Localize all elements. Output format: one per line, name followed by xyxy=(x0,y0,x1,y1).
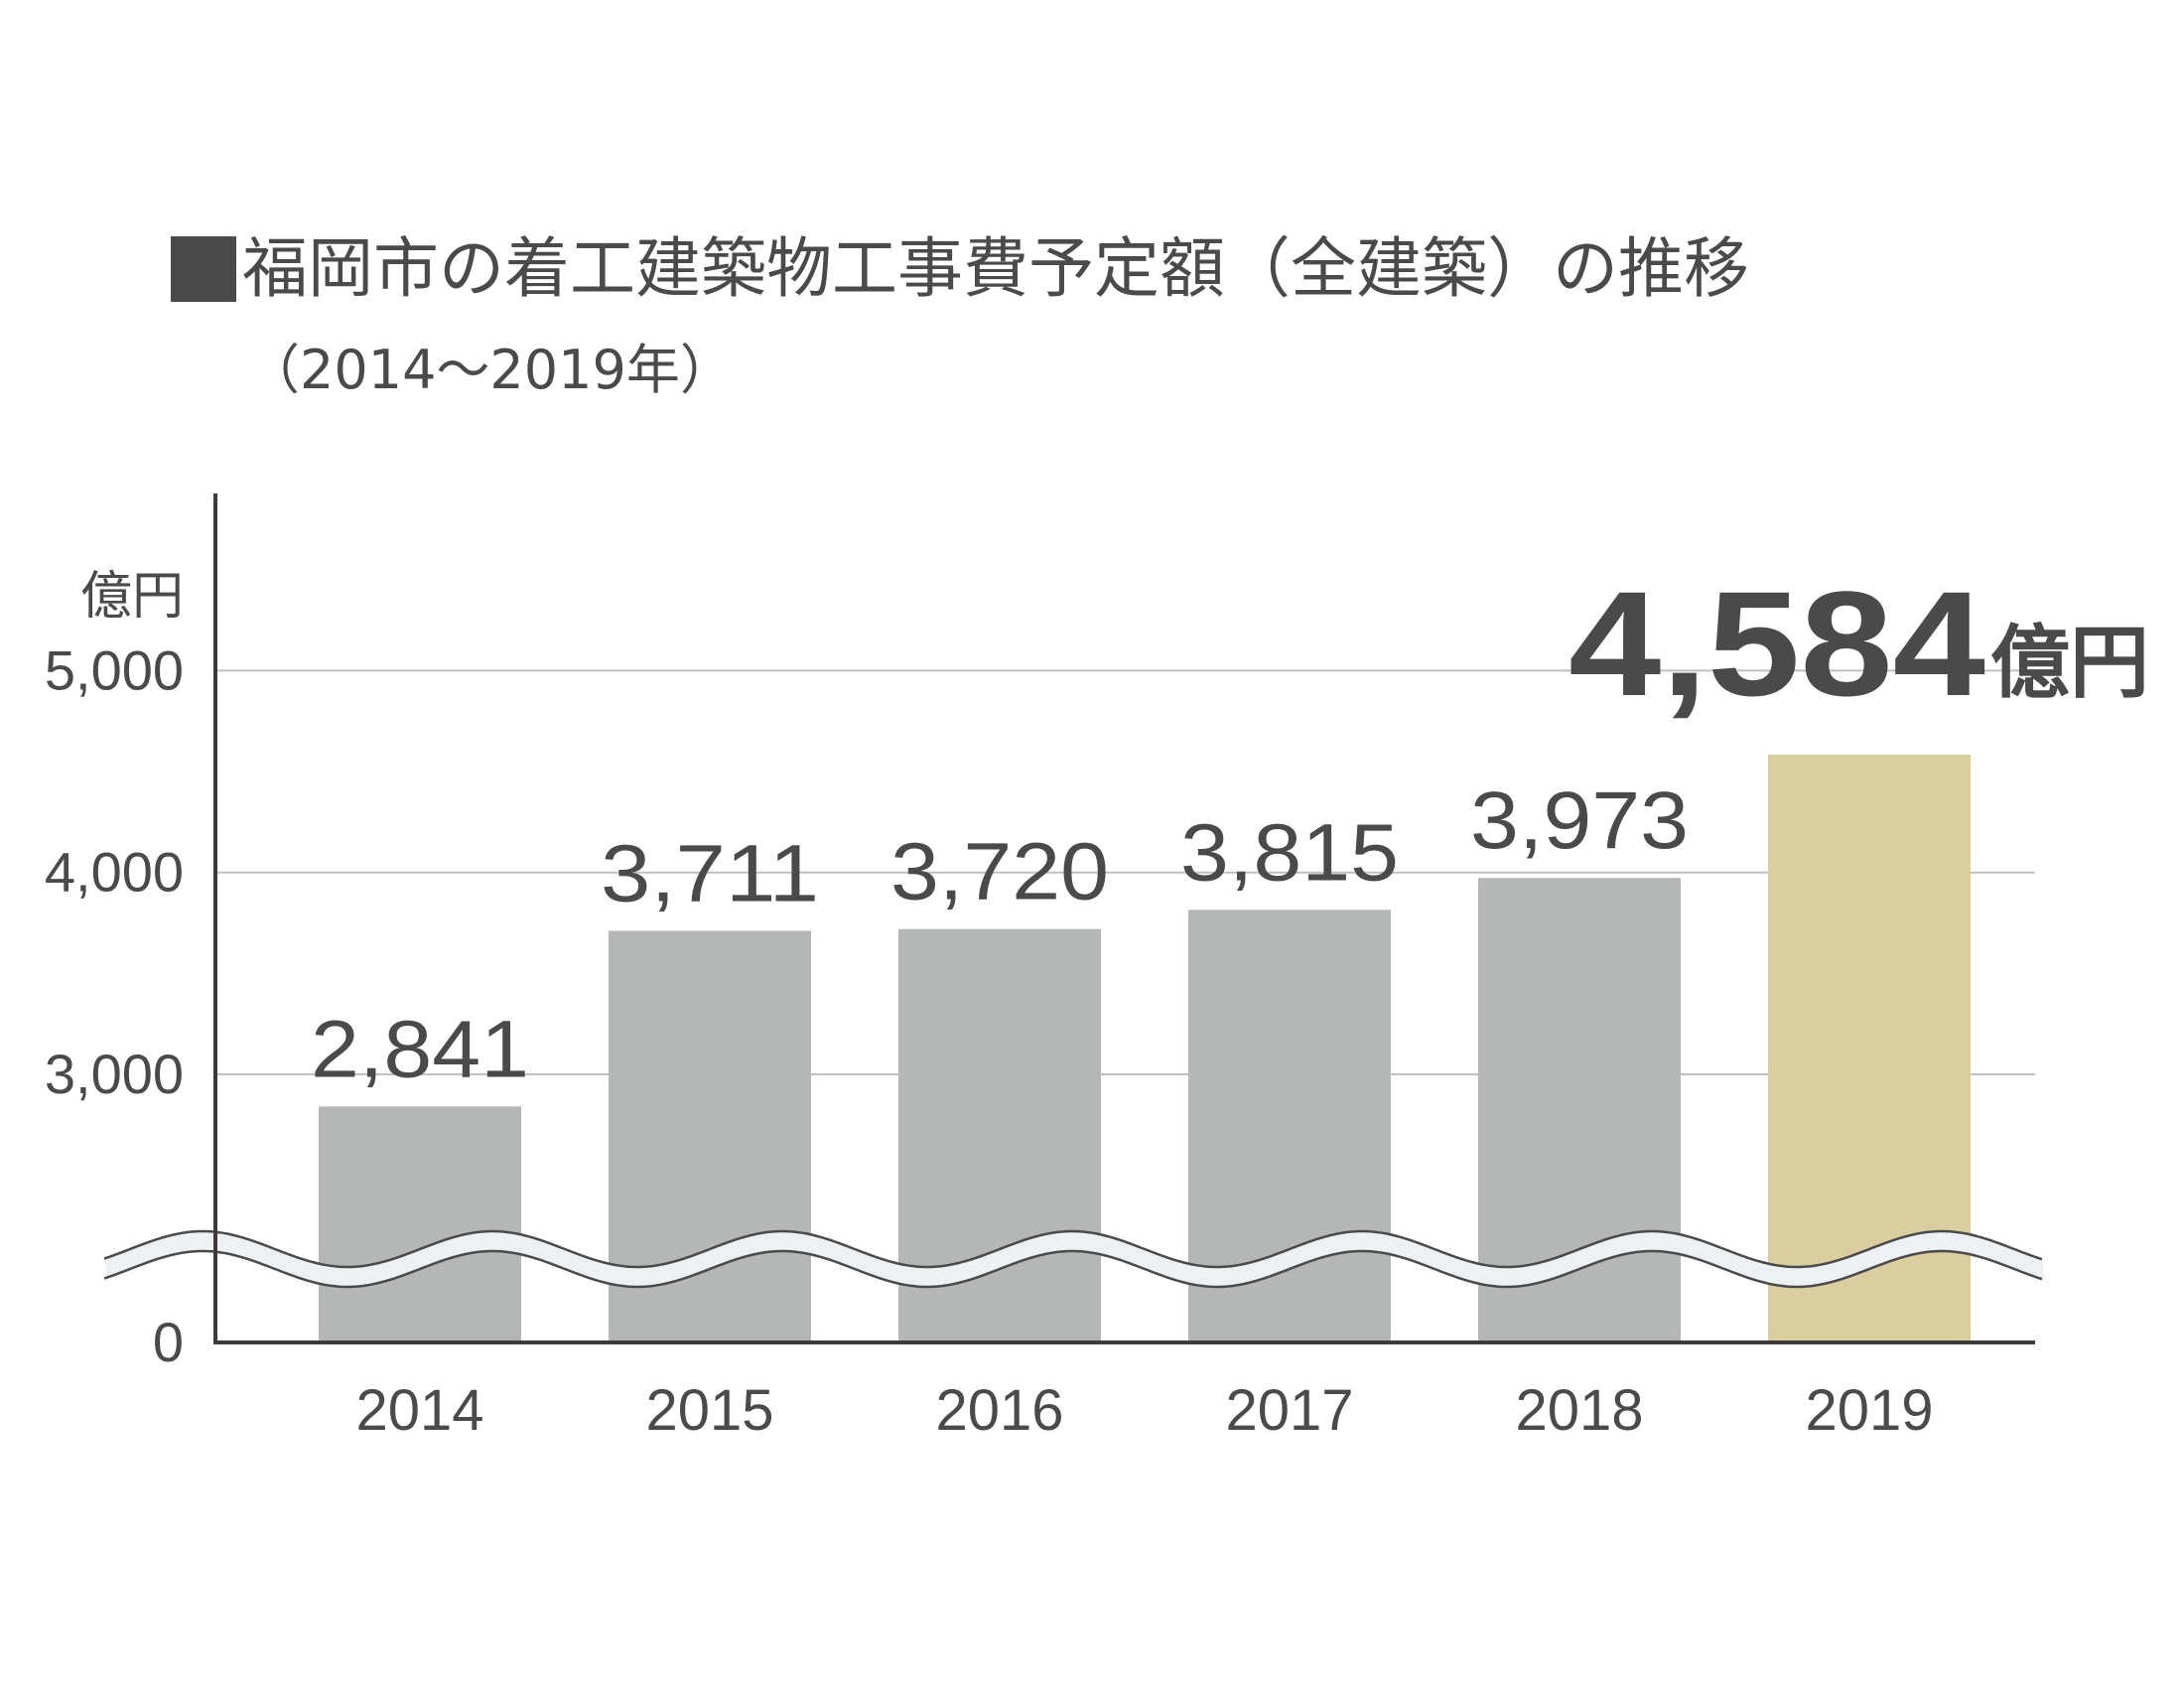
x-tick-label-2019: 2019 xyxy=(1805,1378,1933,1443)
chart-subtitle: （2014～2019年） xyxy=(246,339,734,401)
value-label-2019: 4,584 xyxy=(1569,560,1985,727)
y-axis-unit: 億円 xyxy=(80,567,184,627)
axis-break-band xyxy=(104,1231,2045,1287)
y-tick-label-5000: 5,000 xyxy=(45,638,184,701)
axis-break-line-bottom xyxy=(103,1249,2043,1289)
value-label-2014: 2,841 xyxy=(311,1004,529,1094)
bar-2014 xyxy=(319,1106,521,1342)
y-tick-label-3000: 3,000 xyxy=(45,1043,184,1105)
x-tick-label-2018: 2018 xyxy=(1515,1378,1643,1443)
value-label-2018: 3,973 xyxy=(1470,775,1689,866)
chart-title: 福岡市の着工建築物工事費予定額（全建築）の推移 xyxy=(171,236,1749,302)
value-label-2016: 3,720 xyxy=(890,827,1109,917)
y-tick-label-0: 0 xyxy=(153,1311,184,1373)
axis-break-line-top xyxy=(103,1229,2043,1269)
x-tick-label-2015: 2015 xyxy=(645,1378,773,1443)
highlight-unit: 億円 xyxy=(1990,617,2149,709)
value-label-2015: 3,711 xyxy=(601,828,819,918)
x-tick-label-2014: 2014 xyxy=(355,1378,483,1443)
x-tick-label-2016: 2016 xyxy=(935,1378,1063,1443)
y-tick-label-4000: 4,000 xyxy=(45,841,184,904)
chart-title-block: 福岡市の着工建築物工事費予定額（全建築）の推移 （2014～2019年） xyxy=(171,236,1749,397)
value-label-2017: 3,815 xyxy=(1180,807,1399,898)
title-square-icon xyxy=(171,236,236,302)
x-tick-label-2017: 2017 xyxy=(1225,1378,1353,1443)
chart-title-text: 福岡市の着工建築物工事費予定額（全建築）の推移 xyxy=(242,230,1749,307)
